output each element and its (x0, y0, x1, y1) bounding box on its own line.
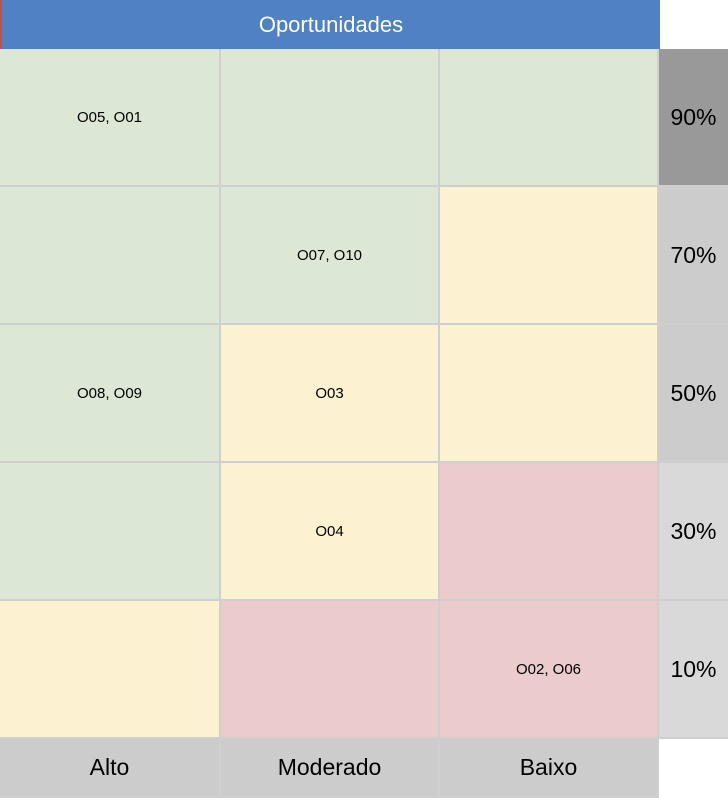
cell-r1-baixo (440, 49, 659, 187)
cell-r5-alto (0, 601, 221, 739)
cell-r2-moderado: O07, O10 (221, 187, 440, 325)
impact-label-alto: Alto (0, 739, 221, 798)
probability-label-50: 50% (659, 325, 728, 463)
header-blank (660, 0, 728, 49)
cell-r1-alto: O05, O01 (0, 49, 221, 187)
probability-label-10: 10% (659, 601, 728, 739)
cell-r4-baixo (440, 463, 659, 601)
opportunity-matrix: O05, O01 90% O07, O10 70% O08, O09 O03 5… (0, 49, 728, 798)
impact-label-moderado: Moderado (221, 739, 440, 798)
cell-r3-alto: O08, O09 (0, 325, 221, 463)
corner-blank (659, 739, 728, 798)
probability-label-90: 90% (659, 49, 728, 187)
cell-r5-baixo: O02, O06 (440, 601, 659, 739)
cell-r4-moderado: O04 (221, 463, 440, 601)
cell-r4-alto (0, 463, 221, 601)
cell-r5-moderado (221, 601, 440, 739)
cell-r1-moderado (221, 49, 440, 187)
probability-label-30: 30% (659, 463, 728, 601)
matrix-title: Oportunidades (0, 0, 660, 49)
cell-r3-baixo (440, 325, 659, 463)
cell-r2-baixo (440, 187, 659, 325)
impact-label-baixo: Baixo (440, 739, 659, 798)
cell-r2-alto (0, 187, 221, 325)
cell-r3-moderado: O03 (221, 325, 440, 463)
probability-label-70: 70% (659, 187, 728, 325)
